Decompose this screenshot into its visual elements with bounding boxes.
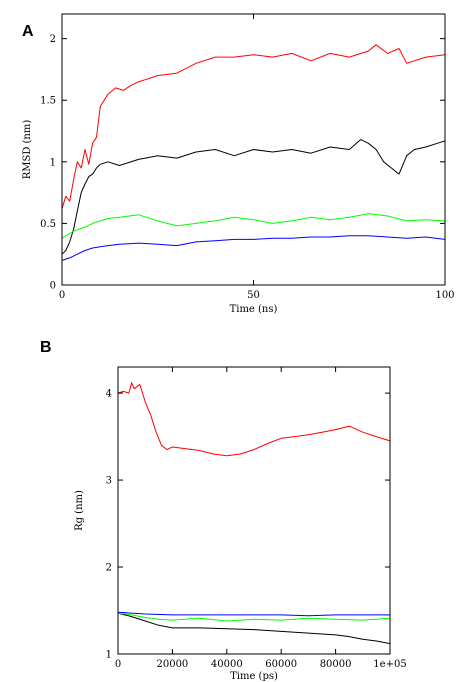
panel-a-label: A <box>22 23 34 40</box>
panel-a-series-line-3 <box>61 213 446 239</box>
panel-b-label: B <box>40 339 52 356</box>
panel-b-x-tick-label: 1e+05 <box>373 659 406 670</box>
panel-b-y-tick-label: 2 <box>106 563 112 574</box>
panel-b-series-line-1 <box>117 382 391 457</box>
panel-b-x-tick-label: 20000 <box>156 659 188 670</box>
panel-b-series-line-3 <box>117 612 391 622</box>
panel-b-y-tick-label: 4 <box>106 389 112 400</box>
panel-b-x-tick-label: 80000 <box>320 659 352 670</box>
panel-a-series-line-2 <box>61 139 446 255</box>
panel-b-x-tick-label: 0 <box>115 659 121 670</box>
panel-a-y-tick-label: 0.5 <box>40 219 56 230</box>
panel-a-x-tick-label: 100 <box>435 290 454 301</box>
panel-a-y-axis-title: RMSD (nm) <box>22 120 33 180</box>
panel-a-series-line-1 <box>61 44 446 209</box>
panel-a-y-tick-label: 1 <box>50 157 56 168</box>
panel-b-series-line-4 <box>117 611 390 617</box>
panel-b-series-line-2 <box>117 612 391 645</box>
panel-b-x-axis-title: Time (ps) <box>230 671 278 682</box>
panel-b-y-tick-label: 3 <box>106 476 112 487</box>
panel-a-series-line-4 <box>61 235 446 261</box>
panel-b-plot-frame <box>117 366 391 655</box>
panel-a-y-tick-label: 0 <box>50 281 56 292</box>
panel-a-x-tick-label: 50 <box>247 290 260 301</box>
panel-b-x-tick-label: 40000 <box>211 659 243 670</box>
panel-b-x-tick-label: 60000 <box>265 659 297 670</box>
panel-a-y-tick-label: 1.5 <box>40 96 56 107</box>
panel-b-y-axis-title: Rg (nm) <box>74 490 85 531</box>
panel-a-y-tick-label: 2 <box>50 34 56 45</box>
panel-b-y-tick-label: 1 <box>106 650 112 661</box>
panel-a-x-axis-title: Time (ns) <box>230 304 278 315</box>
panel-a-x-tick-label: 0 <box>59 290 65 301</box>
